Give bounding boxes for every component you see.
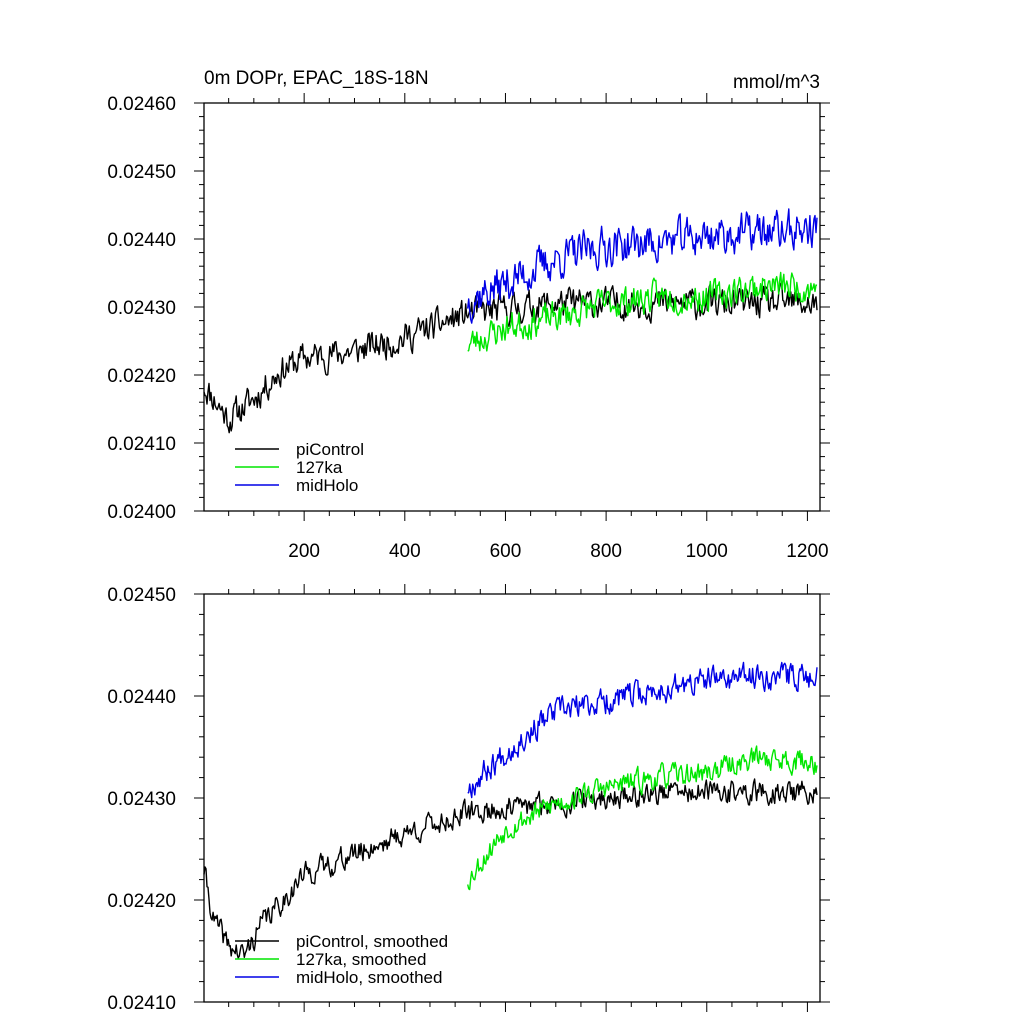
y-tick-label: 0.02440: [107, 687, 176, 708]
y-tick-label: 0.02410: [107, 434, 176, 455]
y-tick-label: 0.02420: [107, 891, 176, 912]
y-tick-label: 0.02430: [107, 789, 176, 810]
y-tick-label: 0.02430: [107, 298, 176, 319]
legend-label-piControl: piControl: [296, 440, 364, 459]
legend-label-midHolo: midHolo: [296, 476, 358, 495]
y-tick-label: 0.02400: [107, 502, 176, 523]
bottom-panel: 0.02410 0.02420 0.02430 0.02440 0.02450 piCon…: [107, 584, 830, 1014]
legend-label-127ka: 127ka: [296, 458, 343, 477]
chart-title: 0m DOPr, EPAC_18S-18N: [204, 68, 429, 89]
legend-label-piControl: piControl, smoothed: [296, 932, 448, 951]
series-line-127ka: [467, 271, 818, 352]
series-line-piControl: [203, 778, 818, 959]
x-tick-label: 200: [288, 541, 320, 562]
series-line-midHolo: [467, 208, 818, 324]
legend-label-midHolo: midHolo, smoothed: [296, 968, 442, 987]
series-line-midHolo: [467, 661, 818, 799]
y-tick-label: 0.02420: [107, 366, 176, 387]
y-tick-label: 0.02450: [107, 585, 176, 606]
series-line-piControl: [203, 282, 818, 434]
series-line-127ka: [467, 745, 818, 891]
y-tick-label: 0.02450: [107, 162, 176, 183]
y-tick-label: 0.02440: [107, 230, 176, 251]
x-tick-label: 400: [389, 541, 421, 562]
x-tick-label: 1200: [786, 541, 828, 562]
legend-label-127ka: 127ka, smoothed: [296, 950, 426, 969]
x-tick-label: 800: [590, 541, 622, 562]
y-tick-label: 0.02460: [107, 94, 176, 115]
x-tick-label: 1000: [686, 541, 728, 562]
y-tick-label: 0.02410: [107, 993, 176, 1014]
top-panel: 0.02400 0.02410 0.02420 0.02430 0.02440 0.024…: [107, 93, 830, 562]
units-label: mmol/m^3: [733, 72, 820, 93]
x-tick-label: 600: [490, 541, 522, 562]
